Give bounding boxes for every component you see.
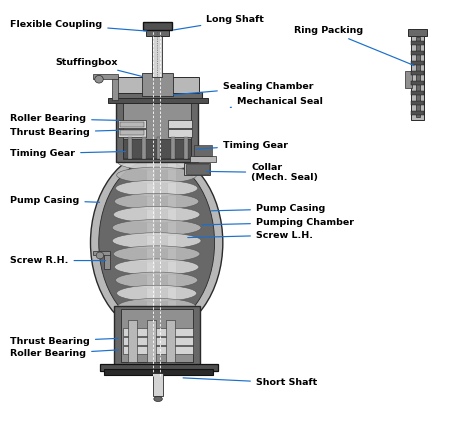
Text: Pump Casing: Pump Casing <box>211 204 325 213</box>
Text: Collar
(Mech. Seal): Collar (Mech. Seal) <box>207 163 318 182</box>
Text: Screw R.H.: Screw R.H. <box>10 256 106 265</box>
Text: Flexible Coupling: Flexible Coupling <box>10 20 147 31</box>
Bar <box>104 369 213 375</box>
Bar <box>100 364 218 371</box>
Bar <box>112 76 118 101</box>
Text: Thrust Bearing: Thrust Bearing <box>10 128 118 137</box>
Ellipse shape <box>118 154 196 170</box>
Bar <box>123 104 191 158</box>
Ellipse shape <box>91 151 223 334</box>
Ellipse shape <box>113 246 200 262</box>
Ellipse shape <box>116 180 198 196</box>
Bar <box>405 71 412 88</box>
Bar <box>184 138 188 158</box>
Text: Roller Bearing: Roller Bearing <box>10 349 118 358</box>
Bar <box>408 29 427 36</box>
Ellipse shape <box>154 397 162 402</box>
Bar <box>168 129 192 137</box>
Bar <box>166 320 174 363</box>
Bar <box>143 73 173 96</box>
Bar <box>411 91 424 95</box>
Bar <box>93 74 118 79</box>
Ellipse shape <box>112 219 201 236</box>
Ellipse shape <box>96 252 104 259</box>
Bar <box>411 41 424 45</box>
Text: Screw L.H.: Screw L.H. <box>188 230 313 239</box>
Bar <box>193 145 212 155</box>
Bar <box>123 139 191 158</box>
Bar <box>120 130 145 135</box>
Bar <box>143 138 146 158</box>
Bar <box>118 121 146 128</box>
Text: Pump Casing: Pump Casing <box>10 196 100 205</box>
Bar <box>147 320 156 363</box>
Ellipse shape <box>117 167 197 183</box>
Text: Roller Bearing: Roller Bearing <box>10 114 118 123</box>
Text: Thrust Bearing: Thrust Bearing <box>10 337 118 346</box>
Bar <box>104 252 110 269</box>
Bar <box>171 138 174 158</box>
Bar <box>411 71 424 75</box>
Bar <box>411 81 424 85</box>
Bar <box>146 158 155 311</box>
Ellipse shape <box>99 159 215 327</box>
Bar <box>146 29 169 35</box>
Bar <box>123 337 192 345</box>
Bar <box>114 306 200 366</box>
Ellipse shape <box>113 207 200 223</box>
Text: Mechanical Seal: Mechanical Seal <box>230 97 323 107</box>
Text: Timing Gear: Timing Gear <box>10 149 126 158</box>
Bar <box>109 98 208 104</box>
Bar <box>411 111 424 115</box>
Text: Ring Packing: Ring Packing <box>294 26 414 66</box>
Bar <box>190 155 216 162</box>
Bar <box>416 37 420 118</box>
Ellipse shape <box>115 193 199 210</box>
Bar <box>93 251 110 256</box>
Bar <box>154 373 163 397</box>
Bar <box>121 309 193 363</box>
Bar <box>168 121 192 128</box>
Text: Pumping Chamber: Pumping Chamber <box>202 218 354 227</box>
Text: Sealing Chamber: Sealing Chamber <box>173 82 313 95</box>
Bar <box>144 22 172 30</box>
Text: Short Shaft: Short Shaft <box>183 378 317 387</box>
Bar <box>123 346 192 354</box>
Bar <box>411 61 424 65</box>
Bar <box>186 164 209 173</box>
Bar <box>411 101 424 105</box>
Bar <box>167 158 175 311</box>
Text: Stuffingbox: Stuffingbox <box>55 58 142 76</box>
Ellipse shape <box>95 75 103 83</box>
Text: Timing Gear: Timing Gear <box>196 141 288 150</box>
Bar <box>123 328 192 336</box>
Ellipse shape <box>115 259 199 275</box>
Bar <box>411 35 424 120</box>
Bar <box>113 92 202 102</box>
Bar <box>116 101 198 162</box>
Bar <box>411 51 424 55</box>
Bar <box>184 163 210 175</box>
Bar <box>118 129 146 137</box>
Ellipse shape <box>117 285 197 301</box>
Bar <box>117 77 199 93</box>
Bar <box>156 138 160 158</box>
Ellipse shape <box>112 233 201 249</box>
Text: Long Shaft: Long Shaft <box>173 15 264 30</box>
Bar <box>128 138 132 158</box>
Bar <box>128 320 137 363</box>
Bar <box>120 122 145 127</box>
Bar <box>152 28 162 77</box>
Ellipse shape <box>118 298 196 314</box>
Ellipse shape <box>116 272 198 288</box>
